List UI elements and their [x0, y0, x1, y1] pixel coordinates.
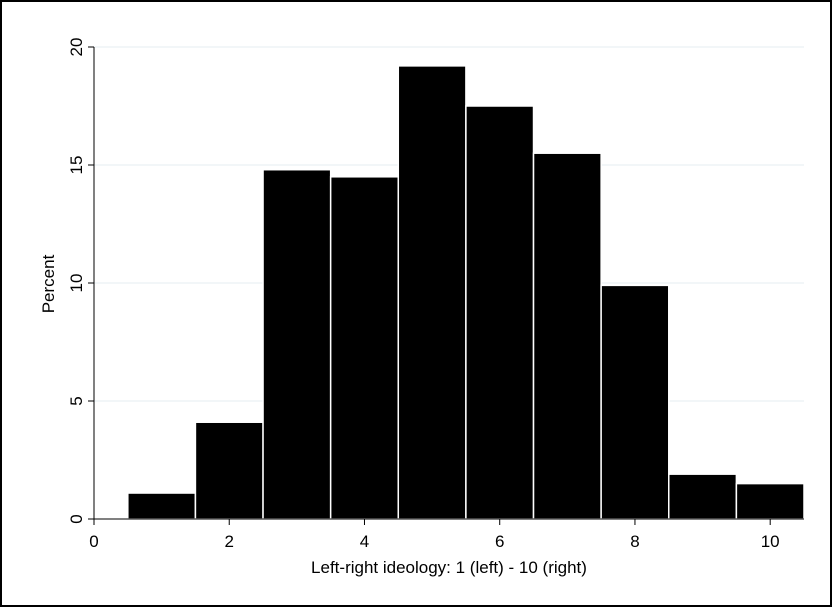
bars	[127, 65, 805, 520]
bar-9	[668, 473, 738, 520]
x-tick-label-2: 2	[225, 532, 234, 551]
bar-7	[532, 152, 602, 520]
x-tick-label-8: 8	[630, 532, 639, 551]
bar-10	[735, 482, 805, 520]
y-tick-label-10: 10	[67, 274, 86, 293]
bar-3	[262, 168, 332, 520]
bar-4	[329, 176, 400, 520]
x-tick-label-4: 4	[360, 532, 369, 551]
y-axis-label: Percent	[39, 254, 58, 313]
bar-5	[397, 65, 467, 520]
bar-6	[465, 105, 535, 520]
x-tick-label-0: 0	[89, 532, 98, 551]
bar-8	[600, 284, 670, 520]
x-tick-label-6: 6	[495, 532, 504, 551]
y-tick-label-20: 20	[67, 38, 86, 57]
x-tick-label-10: 10	[761, 532, 780, 551]
bar-1	[127, 492, 197, 520]
axis-labels: Left-right ideology: 1 (left) - 10 (righ…	[39, 254, 587, 577]
axes: 0 5 10 15 20 0 2 4 6 8 10	[67, 38, 804, 551]
y-tick-label-5: 5	[67, 396, 86, 405]
y-tick-label-15: 15	[67, 156, 86, 175]
x-axis-label: Left-right ideology: 1 (left) - 10 (righ…	[311, 558, 587, 577]
bar-2	[194, 421, 264, 520]
y-tick-label-0: 0	[67, 514, 86, 523]
